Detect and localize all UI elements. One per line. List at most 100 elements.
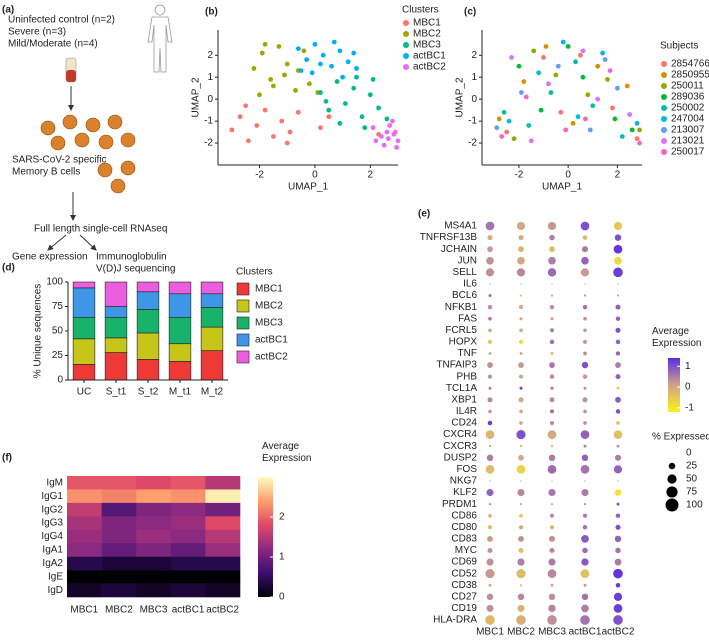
dot [584, 283, 586, 285]
dot [583, 444, 587, 448]
row-label: IL6 [463, 279, 477, 290]
point [560, 39, 566, 45]
dot [488, 445, 492, 448]
panel-label: (b) [205, 7, 218, 18]
heat-cell [170, 489, 206, 504]
output-label: Gene expression [12, 252, 88, 263]
point [573, 59, 578, 65]
row-label: IgE [48, 571, 63, 582]
dot [485, 268, 495, 277]
heat-cell [205, 489, 241, 504]
dot [613, 604, 623, 613]
heat-cell [205, 502, 241, 517]
x-tick-label: MBC1 [476, 627, 504, 638]
point [526, 123, 532, 128]
point [546, 81, 551, 87]
dot [615, 547, 621, 554]
legend-label: MBC1 [255, 284, 283, 295]
legend-swatch [403, 64, 409, 70]
dot [548, 535, 556, 542]
dot [518, 397, 524, 403]
point [619, 134, 625, 139]
heat-cell [205, 476, 241, 490]
bar-segment [136, 359, 160, 381]
dot [485, 615, 495, 625]
x-tick-label: M_t2 [201, 387, 224, 398]
point [395, 138, 401, 144]
point [334, 79, 340, 84]
bar-segment [200, 281, 224, 295]
point [499, 134, 505, 139]
size-legend-dot [668, 462, 676, 470]
row-label: IgA2 [42, 558, 63, 569]
point [563, 127, 569, 133]
dot [583, 328, 587, 333]
dot [488, 409, 492, 414]
dot [488, 294, 492, 297]
legend-swatch [236, 350, 250, 364]
point [376, 105, 382, 111]
row-label: IgD [47, 585, 63, 596]
heat-cell [101, 516, 137, 531]
dot [487, 547, 493, 553]
dot [519, 513, 523, 518]
bar-segment [136, 332, 160, 360]
dot [580, 464, 590, 474]
dot [551, 283, 553, 285]
arrow [47, 234, 67, 251]
y-tick-label: 2 [207, 50, 213, 61]
size-legend-dot [665, 498, 679, 512]
dot [486, 488, 494, 497]
x-tick-label: UC [77, 387, 91, 398]
point [354, 74, 359, 80]
point [295, 109, 301, 115]
point [367, 92, 373, 98]
point [337, 120, 343, 126]
dot [549, 339, 555, 345]
point [384, 116, 390, 122]
dot [614, 558, 622, 566]
point [370, 76, 376, 82]
heat-cell [205, 543, 241, 557]
dot [488, 328, 492, 333]
point [312, 41, 318, 47]
dot [519, 421, 523, 425]
point [391, 131, 397, 137]
bar-segment [136, 309, 160, 334]
dot [549, 513, 555, 518]
row-label: PRDM1 [442, 499, 477, 510]
dot [547, 464, 557, 474]
point [538, 107, 544, 113]
panel-label: (d) [2, 263, 15, 274]
dot [488, 386, 492, 390]
point [262, 107, 268, 113]
heat-cell [101, 556, 137, 571]
dot [517, 558, 525, 566]
dot [583, 351, 587, 356]
dot [549, 304, 555, 310]
dot [485, 569, 495, 579]
dot [550, 317, 554, 321]
dot [581, 593, 589, 601]
legend-swatch [661, 83, 667, 89]
point [523, 94, 529, 100]
dot [583, 386, 587, 390]
point [320, 52, 326, 58]
dot [581, 246, 589, 253]
row-label: NFKB1 [445, 302, 478, 313]
dot [487, 304, 493, 310]
method-label: Full length single-cell RNAseq [34, 224, 167, 235]
row-label: CD80 [451, 522, 477, 533]
point [580, 48, 586, 54]
dot [517, 256, 525, 265]
bar-segment [136, 291, 160, 310]
row-label: DUSP2 [444, 452, 478, 463]
dot [518, 525, 524, 530]
point [331, 39, 337, 45]
dot [487, 420, 493, 426]
legend-label: 250017 [671, 147, 705, 158]
dot [547, 268, 557, 277]
heat-cell [101, 489, 137, 504]
bar-segment [200, 293, 224, 308]
point [351, 85, 357, 91]
